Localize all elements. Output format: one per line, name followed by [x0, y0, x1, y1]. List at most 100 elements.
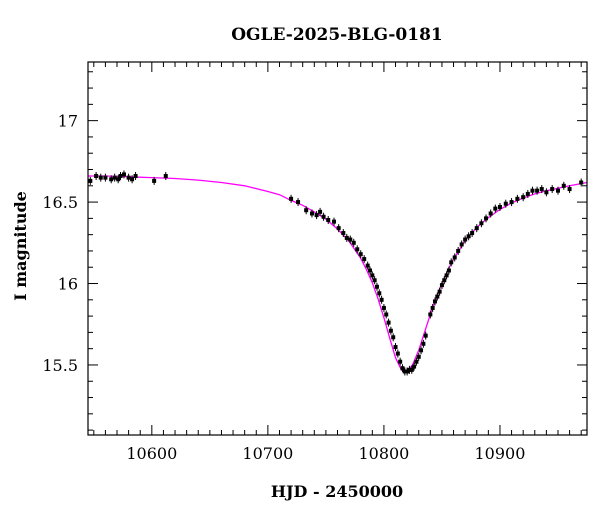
data-point — [309, 209, 314, 218]
data-point — [456, 246, 461, 255]
data-point — [332, 217, 337, 226]
data-point — [370, 271, 375, 280]
data-point — [336, 224, 341, 233]
plot-frame — [87, 61, 588, 436]
data-point — [381, 303, 386, 312]
data-point — [398, 357, 403, 366]
chart-title: OGLE-2025-BLG-0181 — [231, 25, 443, 45]
data-point — [416, 352, 421, 361]
data-point — [567, 185, 572, 194]
y-tick-label: 16.5 — [42, 193, 78, 212]
data-point — [314, 211, 319, 220]
x-tick-label: 10900 — [475, 444, 526, 463]
data-point — [515, 194, 520, 203]
data-point — [412, 362, 417, 371]
y-tick-label: 16 — [58, 275, 78, 294]
data-point — [395, 349, 400, 358]
data-point — [348, 235, 353, 244]
data-point — [442, 276, 447, 285]
x-tick-label: 10600 — [126, 444, 177, 463]
data-point — [318, 207, 323, 216]
data-point — [344, 233, 349, 242]
data-point — [550, 185, 555, 194]
data-point — [439, 281, 444, 290]
data-point — [94, 172, 99, 181]
y-tick-label: 15.5 — [42, 356, 78, 375]
data-point — [112, 173, 117, 182]
data-point — [423, 331, 428, 340]
data-point — [539, 185, 544, 194]
data-point — [367, 266, 372, 275]
data-point — [437, 287, 442, 296]
data-point — [358, 250, 363, 259]
data-point — [391, 333, 396, 342]
data-point — [444, 271, 449, 280]
data-point — [414, 357, 419, 366]
data-point — [377, 289, 382, 298]
data-point — [555, 186, 560, 195]
data-point — [152, 176, 157, 185]
data-point — [379, 295, 384, 304]
data-point — [118, 172, 123, 181]
data-point — [497, 202, 502, 211]
data-point — [479, 219, 484, 228]
data-point — [407, 365, 412, 374]
data-point — [116, 175, 121, 184]
data-point — [351, 238, 356, 247]
data-point — [430, 303, 435, 312]
data-point — [421, 339, 426, 348]
data-point — [355, 245, 360, 254]
data-point — [326, 215, 331, 224]
data-point — [484, 214, 489, 223]
data-point — [521, 193, 526, 202]
data-point — [432, 297, 437, 306]
data-point — [388, 326, 393, 335]
data-point — [374, 282, 379, 291]
data-point — [126, 173, 131, 182]
data-point — [530, 186, 535, 195]
data-point — [88, 176, 93, 185]
y-tick-label: 17 — [58, 112, 78, 131]
data-point — [365, 261, 370, 270]
data-point — [362, 255, 367, 264]
data-point — [435, 292, 440, 301]
x-tick-label: 10800 — [358, 444, 409, 463]
data-point — [121, 170, 126, 179]
tick-labels: 10600 10700 10800 10900 15.5 16 16.5 17 — [42, 112, 525, 463]
data-point — [384, 310, 389, 319]
data-point — [163, 172, 168, 181]
model-curve — [88, 175, 588, 374]
x-tick-label: 10700 — [242, 444, 293, 463]
data-point — [341, 229, 346, 238]
y-axis-label: I magnitude — [11, 191, 30, 301]
data-point — [452, 253, 457, 262]
data-point — [304, 206, 309, 215]
data-point — [419, 346, 424, 355]
data-point — [98, 173, 103, 182]
data-point — [409, 365, 414, 374]
data-point — [109, 175, 114, 184]
data-point — [579, 178, 584, 187]
data-point — [459, 240, 464, 249]
data-point — [466, 232, 471, 241]
data-point — [474, 224, 479, 233]
data-point — [372, 276, 377, 285]
data-point — [130, 175, 135, 184]
data-point — [503, 199, 508, 208]
data-point — [103, 173, 108, 182]
data-point — [488, 209, 493, 218]
x-axis-label: HJD - 2450000 — [271, 482, 403, 501]
data-point — [544, 188, 549, 197]
data-point — [405, 367, 410, 376]
data-point — [446, 266, 451, 275]
data-point — [386, 318, 391, 327]
model-curve-group — [88, 175, 588, 374]
data-point — [535, 186, 540, 195]
data-point — [393, 343, 398, 352]
data-point — [463, 235, 468, 244]
data-point — [561, 181, 566, 190]
data-point — [493, 204, 498, 213]
axis-ticks — [88, 62, 587, 435]
data-point — [470, 229, 475, 238]
data-point — [428, 310, 433, 319]
